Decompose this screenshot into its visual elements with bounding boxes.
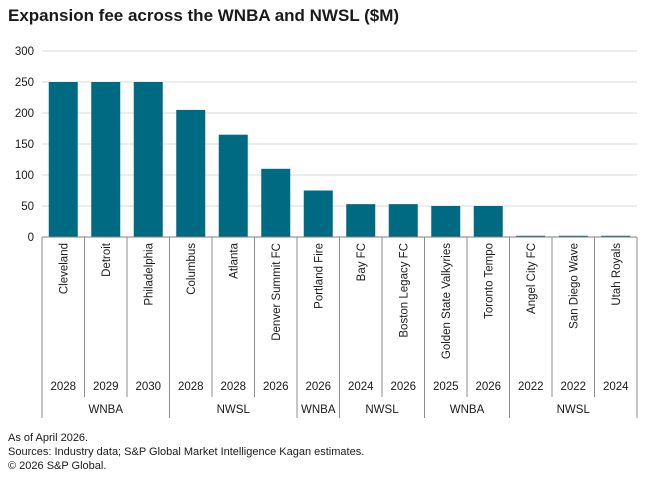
bar bbox=[176, 109, 206, 237]
bar bbox=[91, 82, 121, 237]
x-year-label: 2030 bbox=[135, 381, 161, 393]
y-tick-label: 150 bbox=[15, 139, 34, 151]
x-category-label: Portland Fire bbox=[313, 243, 325, 309]
x-year-label: 2026 bbox=[263, 381, 289, 393]
bar-chart: 0 50 100 150 200 250 300 Cleveland Detroit Philad… bbox=[15, 46, 638, 418]
bar bbox=[303, 190, 333, 237]
x-category-label: Golden State Valkyries bbox=[441, 243, 453, 359]
footnote-date: As of April 2026. bbox=[8, 432, 89, 444]
x-category-label: Denver Summit FC bbox=[271, 243, 283, 341]
x-year-label: 2025 bbox=[433, 381, 459, 393]
y-tick-label: 100 bbox=[15, 170, 34, 182]
x-year-label: 2028 bbox=[220, 381, 246, 393]
x-year-label: 2022 bbox=[560, 381, 586, 393]
x-year-label: 2028 bbox=[50, 381, 76, 393]
league-group-label: NWSL bbox=[365, 404, 399, 416]
bar bbox=[133, 82, 163, 237]
x-year-label: 2029 bbox=[93, 381, 119, 393]
y-tick-label: 300 bbox=[15, 46, 34, 58]
x-category-label: Atlanta bbox=[228, 242, 240, 278]
x-category-label: Angel City FC bbox=[526, 243, 538, 314]
league-group-label: NWSL bbox=[557, 404, 591, 416]
x-category-label: Toronto Tempo bbox=[483, 243, 495, 319]
bar bbox=[558, 235, 588, 237]
bar bbox=[601, 235, 631, 237]
league-group-label: NWSL bbox=[217, 404, 251, 416]
league-group-label: WNBA bbox=[89, 404, 124, 416]
league-group-label: WNBA bbox=[301, 404, 336, 416]
x-year-label: 2026 bbox=[305, 381, 331, 393]
x-category-label: Columbus bbox=[186, 243, 198, 295]
y-tick-label: 0 bbox=[28, 232, 34, 244]
x-year-label: 2026 bbox=[390, 381, 416, 393]
bar bbox=[473, 206, 503, 237]
footnote-sources: Sources: Industry data; S&P Global Marke… bbox=[8, 446, 365, 458]
bar bbox=[261, 168, 291, 237]
y-tick-label: 50 bbox=[21, 201, 34, 213]
x-category-label: Utah Royals bbox=[611, 243, 623, 306]
bar bbox=[516, 235, 546, 237]
x-category-label: Bay FC bbox=[356, 243, 368, 281]
x-category-label: Detroit bbox=[101, 242, 113, 277]
y-tick-label: 200 bbox=[15, 108, 34, 120]
x-year-label: 2028 bbox=[178, 381, 204, 393]
x-year-label: 2024 bbox=[348, 381, 374, 393]
bar bbox=[48, 82, 78, 237]
x-category-label: Boston Legacy FC bbox=[398, 243, 410, 338]
bar bbox=[431, 206, 461, 237]
x-year-label: 2022 bbox=[518, 381, 544, 393]
bar bbox=[218, 134, 248, 237]
x-category-label: Cleveland bbox=[58, 243, 70, 294]
x-category-label: San Diego Wave bbox=[568, 243, 580, 329]
bar bbox=[346, 204, 376, 237]
league-group-label: WNBA bbox=[450, 404, 485, 416]
bar bbox=[388, 204, 418, 237]
x-category-label: Philadelphia bbox=[143, 242, 155, 305]
x-year-label: 2024 bbox=[603, 381, 629, 393]
x-year-label: 2026 bbox=[475, 381, 501, 393]
footnote-copyright: © 2026 S&P Global. bbox=[8, 460, 107, 472]
y-tick-label: 250 bbox=[15, 77, 34, 89]
chart-title: Expansion fee across the WNBA and NWSL (… bbox=[8, 6, 400, 25]
